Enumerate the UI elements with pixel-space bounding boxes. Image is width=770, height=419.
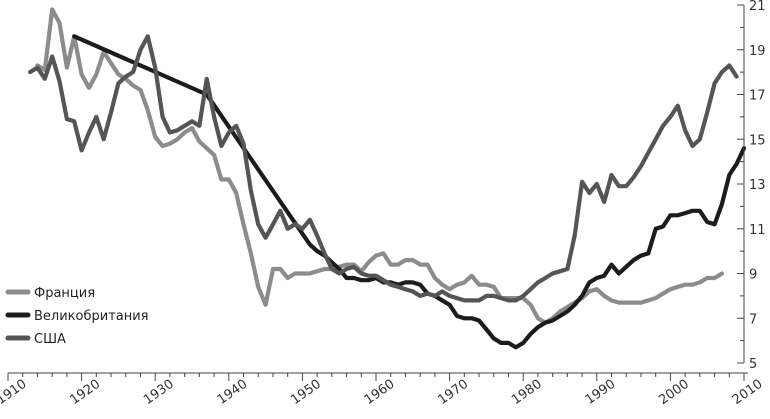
legend-label-1: Великобритания <box>34 309 149 324</box>
x-tick-label: 1920 <box>67 377 103 408</box>
x-tick-label: 1960 <box>362 377 398 408</box>
series-line-0 <box>35 7 724 325</box>
x-tick-label: 2000 <box>656 377 692 408</box>
y-tick-label: 7 <box>749 312 757 327</box>
x-tick-label: 1990 <box>583 377 619 408</box>
legend: Франция Великобритания США <box>5 286 149 347</box>
plot-area <box>28 7 747 350</box>
y-tick-label: 13 <box>749 178 766 193</box>
legend-label-0: Франция <box>34 286 95 301</box>
x-tick-label: 1910 <box>0 377 30 408</box>
y-tick-label: 15 <box>749 133 766 148</box>
x-tick-label: 1970 <box>435 377 471 408</box>
x-tick-label: 1930 <box>141 377 177 408</box>
series-line-1 <box>72 34 747 350</box>
y-tick-label: 17 <box>749 89 766 104</box>
legend-label-2: США <box>34 332 66 347</box>
axes: 1910 1920 1930 1940 1950 1960 1970 1980 1990 2000… <box>0 0 766 408</box>
x-tick-label: 1950 <box>288 377 324 408</box>
x-tick-label: 2010 <box>730 377 766 408</box>
y-tick-label: 21 <box>749 0 766 14</box>
x-tick-label: 1980 <box>509 377 545 408</box>
y-tick-label: 11 <box>749 223 766 238</box>
y-tick-label: 5 <box>749 357 757 372</box>
y-tick-label: 19 <box>749 44 766 59</box>
y-tick-label: 9 <box>749 268 757 283</box>
x-tick-label: 1940 <box>215 377 251 408</box>
series-line-2 <box>28 34 739 303</box>
